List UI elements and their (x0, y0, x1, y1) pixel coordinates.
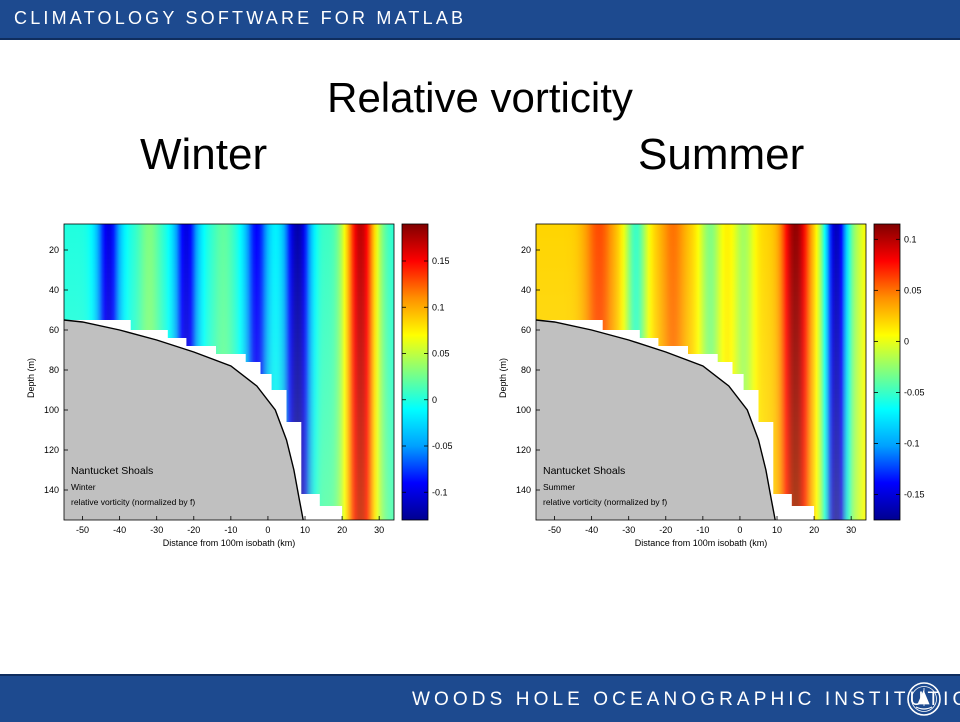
colorbar-tick-label: -0.1 (904, 438, 920, 448)
x-tick-label: -30 (622, 525, 635, 535)
x-tick-label: -20 (659, 525, 672, 535)
colorbar-tick-label: -0.05 (432, 441, 453, 451)
x-tick-label: -10 (696, 525, 709, 535)
x-tick-label: 0 (265, 525, 270, 535)
y-tick-label: 140 (516, 485, 531, 495)
y-tick-label: 60 (521, 325, 531, 335)
y-axis-label: Depth (m) (26, 358, 36, 398)
seafloor-topography (536, 320, 776, 520)
annotation-season: Summer (543, 482, 575, 492)
annotation-variable: relative vorticity (normalized by f) (71, 497, 195, 507)
y-tick-label: 100 (516, 405, 531, 415)
winter-heading: Winter (140, 130, 268, 179)
winter-chart: -50 -40 -30 -20 -10 0 10 20 30 20 40 60 80 100 120 140 D… (20, 216, 470, 556)
summer-chart: -50 -40 -30 -20 -10 0 10 20 30 20 40 60 80 100 120 140 D… (492, 216, 942, 556)
x-tick-label: 20 (337, 525, 347, 535)
colorbar-tick-label: 0.05 (904, 285, 922, 295)
colorbar-tick-label: 0.05 (432, 349, 450, 359)
x-tick-label: 30 (374, 525, 384, 535)
y-tick-label: 100 (44, 405, 59, 415)
summer-heading: Summer (638, 130, 805, 179)
colorbar-tick-label: 0.1 (432, 302, 445, 312)
y-tick-label: 80 (521, 365, 531, 375)
x-tick-label: -40 (113, 525, 126, 535)
y-axis-label: Depth (m) (498, 358, 508, 398)
x-tick-label: -10 (224, 525, 237, 535)
x-tick-label: -20 (187, 525, 200, 535)
x-tick-label: -50 (548, 525, 561, 535)
x-tick-label: -40 (585, 525, 598, 535)
colorbar-tick-label: 0.15 (432, 256, 450, 266)
y-tick-label: 60 (49, 325, 59, 335)
y-tick-label: 120 (516, 445, 531, 455)
colorbar-tick-label: -0.05 (904, 387, 925, 397)
y-tick-label: 40 (521, 285, 531, 295)
colorbar-tick-label: 0 (432, 395, 437, 405)
y-tick-label: 140 (44, 485, 59, 495)
x-tick-label: 20 (809, 525, 819, 535)
x-axis-label: Distance from 100m isobath (km) (635, 538, 768, 548)
footer-bar: WOODS HOLE OCEANOGRAPHIC INSTITUTION (0, 674, 960, 722)
colorbar-tick-label: -0.1 (432, 487, 448, 497)
y-tick-label: 20 (49, 245, 59, 255)
colorbar-tick-label: 0.1 (904, 234, 917, 244)
colorbar-tick-label: 0 (904, 336, 909, 346)
chart-svg: -50 -40 -30 -20 -10 0 10 20 30 20 40 60 80 100 120 140 D… (26, 223, 453, 548)
seafloor-line (535, 319, 776, 521)
y-tick-label: 80 (49, 365, 59, 375)
whoi-seal-icon (907, 682, 941, 716)
slide-title: Relative vorticity (327, 74, 633, 121)
plot-frame (535, 223, 867, 521)
x-tick-label: 0 (737, 525, 742, 535)
annotation-title: Nantucket Shoals (71, 465, 153, 477)
x-tick-label: -50 (76, 525, 89, 535)
chart-svg: -50 -40 -30 -20 -10 0 10 20 30 20 40 60 80 100 120 140 D… (498, 223, 925, 548)
x-tick-label: -30 (150, 525, 163, 535)
seafloor-line (63, 319, 304, 521)
y-tick-label: 40 (49, 285, 59, 295)
annotation-title: Nantucket Shoals (543, 465, 625, 477)
colorbar (873, 223, 901, 521)
colorbar (401, 223, 429, 521)
y-tick-label: 20 (521, 245, 531, 255)
x-tick-label: 10 (300, 525, 310, 535)
x-tick-label: 30 (846, 525, 856, 535)
header-brand: CLIMATOLOGY SOFTWARE FOR MATLAB (14, 8, 467, 28)
annotation-variable: relative vorticity (normalized by f) (543, 497, 667, 507)
x-axis-label: Distance from 100m isobath (km) (163, 538, 296, 548)
seafloor-topography (64, 320, 304, 520)
y-tick-label: 120 (44, 445, 59, 455)
annotation-season: Winter (71, 482, 96, 492)
colorbar-tick-label: -0.15 (904, 489, 925, 499)
x-tick-label: 10 (772, 525, 782, 535)
footer-institution: WOODS HOLE OCEANOGRAPHIC INSTITUTION (412, 689, 960, 710)
plot-frame (63, 223, 395, 521)
header-bar: CLIMATOLOGY SOFTWARE FOR MATLAB (0, 0, 960, 40)
